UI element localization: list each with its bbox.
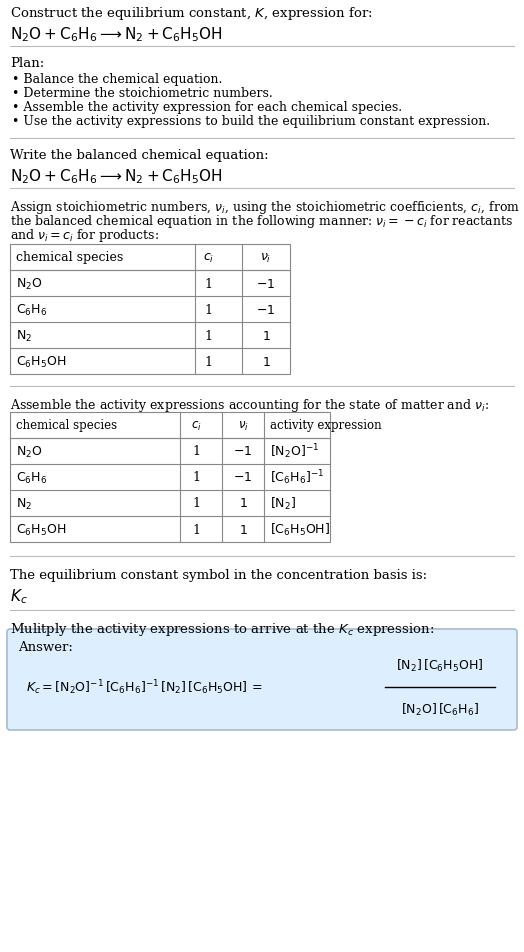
Text: $K_c = [\mathrm{N_2O}]^{-1}\,[\mathrm{C_6H_6}]^{-1}\,[\mathrm{N_2}]\,[\mathrm{C_: $K_c = [\mathrm{N_2O}]^{-1}\,[\mathrm{C_… — [26, 678, 263, 697]
Text: $-1$: $-1$ — [233, 471, 253, 484]
Text: $1$: $1$ — [261, 329, 270, 342]
Text: $-1$: $-1$ — [233, 445, 253, 458]
Text: $\mathrm{C_6H_6}$: $\mathrm{C_6H_6}$ — [16, 302, 47, 317]
Text: $\mathrm{N_2O}$: $\mathrm{N_2O}$ — [16, 276, 42, 291]
Text: Write the balanced chemical equation:: Write the balanced chemical equation: — [10, 149, 269, 162]
Text: $[\mathrm{C_6H_6}]^{-1}$: $[\mathrm{C_6H_6}]^{-1}$ — [270, 468, 324, 486]
Text: $\mathrm{N_2O + C_6H_6 \longrightarrow N_2 + C_6H_5OH}$: $\mathrm{N_2O + C_6H_6 \longrightarrow N… — [10, 25, 223, 44]
Text: $K_c$: $K_c$ — [10, 586, 28, 605]
Text: 1: 1 — [192, 445, 200, 458]
Text: 1: 1 — [204, 277, 213, 290]
Text: • Determine the stoichiometric numbers.: • Determine the stoichiometric numbers. — [12, 87, 273, 100]
Text: $\nu_i$: $\nu_i$ — [260, 251, 271, 265]
Text: $-1$: $-1$ — [256, 277, 276, 290]
Text: $[\mathrm{N_2}]$: $[\mathrm{N_2}]$ — [270, 495, 296, 511]
Text: $1$: $1$ — [238, 497, 247, 510]
Text: Construct the equilibrium constant, $K$, expression for:: Construct the equilibrium constant, $K$,… — [10, 5, 373, 22]
Text: 1: 1 — [204, 303, 213, 316]
Text: 1: 1 — [204, 329, 213, 342]
Text: $\mathrm{C_6H_5OH}$: $\mathrm{C_6H_5OH}$ — [16, 354, 66, 369]
Text: 1: 1 — [192, 471, 200, 484]
Text: Assign stoichiometric numbers, $\nu_i$, using the stoichiometric coefficients, $: Assign stoichiometric numbers, $\nu_i$, … — [10, 199, 520, 216]
Text: • Use the activity expressions to build the equilibrium constant expression.: • Use the activity expressions to build … — [12, 115, 490, 128]
Text: $\mathrm{N_2O + C_6H_6 \longrightarrow N_2 + C_6H_5OH}$: $\mathrm{N_2O + C_6H_6 \longrightarrow N… — [10, 167, 223, 186]
Text: $-1$: $-1$ — [256, 303, 276, 316]
Text: Mulitply the activity expressions to arrive at the $K_c$ expression:: Mulitply the activity expressions to arr… — [10, 621, 434, 637]
Text: Answer:: Answer: — [18, 641, 73, 653]
Text: 1: 1 — [192, 523, 200, 536]
FancyBboxPatch shape — [7, 629, 517, 730]
Text: $1$: $1$ — [261, 355, 270, 368]
Text: and $\nu_i = c_i$ for products:: and $\nu_i = c_i$ for products: — [10, 227, 159, 244]
Text: $c_i$: $c_i$ — [191, 419, 201, 432]
Text: activity expression: activity expression — [270, 419, 381, 432]
Text: the balanced chemical equation in the following manner: $\nu_i = -c_i$ for react: the balanced chemical equation in the fo… — [10, 213, 513, 229]
Text: • Assemble the activity expression for each chemical species.: • Assemble the activity expression for e… — [12, 101, 402, 114]
Text: $\mathrm{N_2}$: $\mathrm{N_2}$ — [16, 328, 32, 343]
Text: 1: 1 — [192, 497, 200, 510]
Text: $\mathrm{C_6H_5OH}$: $\mathrm{C_6H_5OH}$ — [16, 522, 66, 537]
Text: $[\mathrm{N_2}]\,[\mathrm{C_6H_5OH}]$: $[\mathrm{N_2}]\,[\mathrm{C_6H_5OH}]$ — [396, 657, 484, 673]
Text: $1$: $1$ — [238, 523, 247, 536]
Bar — [10, 412, 330, 543]
Text: $\nu_i$: $\nu_i$ — [237, 419, 248, 432]
Text: $\mathrm{N_2O}$: $\mathrm{N_2O}$ — [16, 444, 42, 459]
Text: $[\mathrm{N_2O}]^{-1}$: $[\mathrm{N_2O}]^{-1}$ — [270, 442, 319, 461]
Text: $[\mathrm{N_2O}]\,[\mathrm{C_6H_6}]$: $[\mathrm{N_2O}]\,[\mathrm{C_6H_6}]$ — [401, 702, 479, 718]
Text: $[\mathrm{C_6H_5OH}]$: $[\mathrm{C_6H_5OH}]$ — [270, 522, 330, 538]
Text: $\mathrm{N_2}$: $\mathrm{N_2}$ — [16, 496, 32, 511]
Text: Plan:: Plan: — [10, 57, 44, 69]
Text: The equilibrium constant symbol in the concentration basis is:: The equilibrium constant symbol in the c… — [10, 568, 427, 582]
Text: chemical species: chemical species — [16, 251, 123, 265]
Text: $\mathrm{C_6H_6}$: $\mathrm{C_6H_6}$ — [16, 470, 47, 485]
Text: Assemble the activity expressions accounting for the state of matter and $\nu_i$: Assemble the activity expressions accoun… — [10, 397, 489, 413]
Text: • Balance the chemical equation.: • Balance the chemical equation. — [12, 73, 222, 86]
Text: chemical species: chemical species — [16, 419, 117, 432]
Text: $c_i$: $c_i$ — [203, 251, 214, 265]
Text: 1: 1 — [204, 355, 213, 368]
Bar — [10, 245, 290, 374]
